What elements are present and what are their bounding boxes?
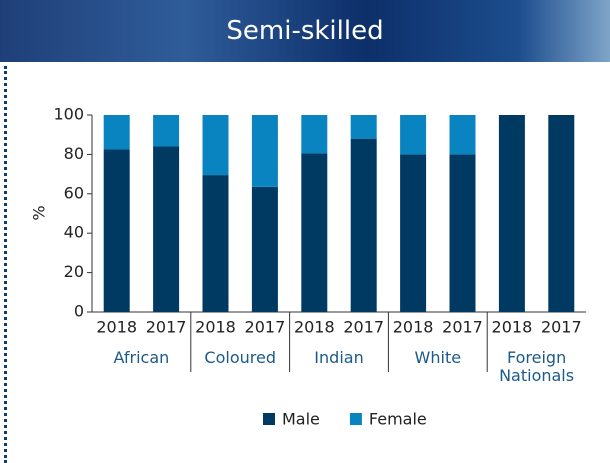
bar-segment xyxy=(498,115,525,312)
y-tick-label: 80 xyxy=(64,144,84,163)
bar-segment xyxy=(202,175,229,312)
chart-title: Semi-skilled xyxy=(226,16,384,46)
bar-segment xyxy=(350,115,377,139)
bar-segment xyxy=(103,115,130,150)
bar-segment xyxy=(202,115,229,176)
y-tick-label: 100 xyxy=(53,105,84,124)
banner: Semi-skilled xyxy=(0,0,610,62)
bar-segment xyxy=(301,153,328,312)
legend-label: Male xyxy=(282,410,320,429)
x-tick-label: 2017 xyxy=(245,318,286,337)
x-tick-label: 2017 xyxy=(343,318,384,337)
x-tick-label: 2017 xyxy=(146,318,187,337)
legend-swatch xyxy=(263,413,275,425)
bar-segment xyxy=(350,138,377,312)
x-tick-label: 2018 xyxy=(96,318,137,337)
x-tick-label: 2017 xyxy=(541,318,582,337)
x-tick-label: 2018 xyxy=(393,318,434,337)
bar-segment xyxy=(251,115,278,187)
bar-segment xyxy=(103,149,130,312)
bar-segment xyxy=(548,115,575,312)
y-tick-label: 0 xyxy=(74,302,84,321)
legend-swatch xyxy=(349,413,362,425)
group-label: Coloured xyxy=(204,348,276,367)
y-tick-label: 40 xyxy=(64,223,84,242)
bar-segment xyxy=(400,154,427,312)
group-label: White xyxy=(414,348,462,367)
bar-segment xyxy=(301,115,328,154)
x-tick-label: 2017 xyxy=(442,318,483,337)
x-tick-label: 2018 xyxy=(492,318,533,337)
group-label: Foreign Nationals xyxy=(499,348,575,385)
legend-label: Female xyxy=(369,410,427,429)
x-tick-label: 2018 xyxy=(294,318,335,337)
bar-segment xyxy=(400,115,427,155)
bar-segment xyxy=(449,154,476,312)
y-tick-label: 20 xyxy=(64,262,84,281)
bar-segment xyxy=(153,146,180,312)
y-tick-label: 60 xyxy=(64,183,84,202)
dotted-border xyxy=(4,66,7,463)
group-label: African xyxy=(113,348,170,367)
y-axis-label: % xyxy=(30,205,49,220)
bar-segment xyxy=(251,186,278,312)
bar-segment xyxy=(449,115,476,155)
group-label: Indian xyxy=(314,348,364,367)
x-tick-label: 2018 xyxy=(195,318,236,337)
bar-segment xyxy=(153,115,180,147)
